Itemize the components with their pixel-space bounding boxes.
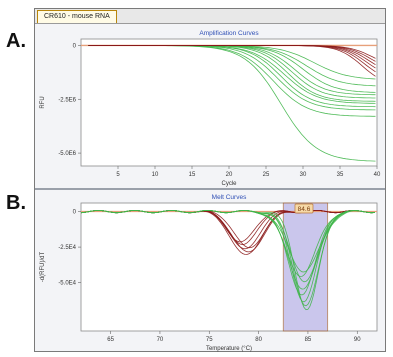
x-tick-label: 65 (107, 337, 114, 343)
chart-title: Melt Curves (212, 194, 247, 201)
y-tick-label: 0 (73, 43, 77, 49)
x-tick-label: 80 (255, 337, 262, 343)
x-axis-label: Cycle (221, 181, 237, 187)
x-tick-label: 90 (354, 337, 361, 343)
x-tick-label: 25 (263, 172, 270, 178)
y-tick-label: -5.0E6 (58, 151, 76, 157)
x-tick-label: 35 (337, 172, 344, 178)
y-axis-label: -d(RFU)/dT (40, 252, 46, 283)
x-tick-label: 10 (152, 172, 159, 178)
panel-label-b: B. (6, 192, 26, 214)
x-axis-label: Temperature (°C) (206, 346, 252, 352)
x-tick-label: 70 (157, 337, 164, 343)
y-tick-label: -5.0E4 (58, 281, 76, 287)
peak-temp-badge (294, 203, 314, 214)
x-tick-label: 75 (206, 337, 213, 343)
y-tick-label: -2.5E6 (58, 97, 76, 103)
x-tick-label: 15 (189, 172, 196, 178)
y-axis-label: RFU (40, 96, 46, 108)
red-trace (88, 45, 376, 59)
x-tick-label: 20 (226, 172, 233, 178)
green-trace (80, 210, 376, 273)
chart-title: Amplification Curves (199, 30, 259, 37)
app-window: CR610 - mouse RNA 5 10 15 20 25 30 35 40 0 -2.5E6… (34, 8, 386, 352)
panel-label-a: A. (6, 30, 26, 52)
plot-area (80, 38, 378, 167)
peak-temp-label: 84.6 (298, 206, 311, 213)
y-tick-label: -2.5E4 (58, 245, 76, 251)
tab-mouse-rna[interactable]: CR610 - mouse RNA (37, 10, 117, 23)
x-tick-label: 5 (116, 172, 120, 178)
y-tick-label: 0 (73, 210, 77, 216)
amplification-chart: 5 10 15 20 25 30 35 40 0 -2.5E6 -5.0E6 Amplificatio… (35, 25, 385, 189)
tab-strip: CR610 - mouse RNA (35, 9, 385, 24)
x-tick-label: 40 (374, 172, 381, 178)
melt-chart: 65 70 75 80 85 90 0 -2.5E4 -5.0E4 Melt Curves Temp… (35, 190, 385, 352)
x-tick-label: 85 (305, 337, 312, 343)
chart-divider (35, 188, 385, 190)
x-tick-label: 30 (300, 172, 307, 178)
